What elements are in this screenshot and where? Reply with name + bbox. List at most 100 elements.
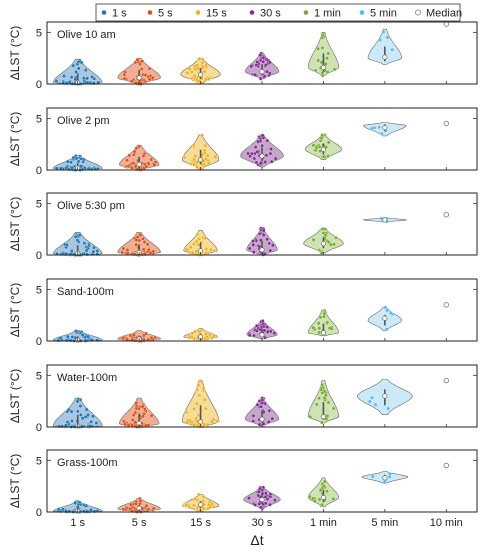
- data-point: [195, 160, 200, 165]
- data-point: [148, 250, 153, 255]
- data-point: [133, 420, 138, 425]
- data-point: [70, 419, 74, 423]
- data-point: [388, 311, 393, 315]
- data-point: [320, 382, 325, 387]
- data-point: [193, 154, 198, 158]
- data-point: [195, 165, 200, 169]
- data-point: [273, 156, 278, 161]
- data-point: [71, 155, 76, 160]
- legend-label: 1 s: [112, 8, 127, 20]
- data-point: [212, 248, 217, 253]
- panel-title: Olive 2 pm: [57, 115, 110, 127]
- data-point: [76, 66, 81, 71]
- data-point: [138, 499, 143, 503]
- violin-5-min: [367, 28, 403, 65]
- data-point: [79, 156, 84, 161]
- legend-marker: [101, 10, 107, 15]
- violin-5-min: [367, 305, 403, 332]
- data-point: [323, 233, 328, 238]
- data-point: [65, 334, 70, 339]
- data-point: [196, 413, 201, 418]
- data-point: [248, 154, 252, 159]
- data-point: [133, 164, 138, 169]
- data-point: [317, 497, 322, 502]
- panel: 0 5 ΔLST (°C) Water-100m: [8, 364, 478, 434]
- data-point: [382, 480, 387, 485]
- data-point: [379, 131, 384, 136]
- violin-5-min: [362, 216, 408, 224]
- y-tick-label: 0: [36, 336, 42, 348]
- data-point: [263, 335, 267, 340]
- data-point: [255, 402, 260, 407]
- panel: 0 5 ΔLST (°C) Olive 5:30 pm: [8, 192, 478, 262]
- data-point: [73, 329, 78, 333]
- data-point: [75, 238, 80, 243]
- data-point: [268, 60, 272, 65]
- data-point: [69, 75, 74, 79]
- violin-1-min: [303, 227, 344, 255]
- data-point: [273, 498, 277, 503]
- data-point: [316, 321, 321, 326]
- data-point: [188, 245, 193, 250]
- data-point: [145, 242, 150, 247]
- data-point: [94, 421, 99, 425]
- data-point: [81, 76, 86, 81]
- data-point: [74, 70, 78, 74]
- data-point: [191, 162, 196, 167]
- data-point: [190, 70, 194, 74]
- data-point: [56, 338, 61, 343]
- data-point: [187, 67, 192, 71]
- data-point: [311, 325, 316, 330]
- data-point: [314, 145, 319, 150]
- data-point: [265, 325, 270, 329]
- data-point: [194, 401, 199, 406]
- data-point: [192, 503, 196, 508]
- data-point: [54, 166, 59, 171]
- data-point: [257, 422, 262, 427]
- legend-entry: 15 s: [195, 8, 227, 20]
- data-point: [329, 242, 333, 247]
- y-tick-label: 0: [36, 165, 42, 177]
- data-point: [265, 237, 270, 242]
- legend-entry: 30 s: [249, 8, 281, 20]
- data-point: [134, 401, 139, 405]
- data-point: [390, 47, 395, 52]
- data-point: [332, 67, 337, 72]
- y-tick-label: 5: [36, 284, 42, 296]
- data-point: [320, 420, 324, 425]
- y-axis-label: ΔLST (°C): [8, 283, 22, 338]
- legend-marker: [303, 10, 309, 15]
- data-point: [320, 391, 325, 395]
- data-point: [320, 502, 324, 507]
- data-point: [67, 80, 72, 84]
- data-point: [54, 79, 59, 83]
- data-point: [201, 499, 206, 503]
- data-point: [260, 401, 265, 405]
- data-point: [69, 160, 73, 165]
- data-point: [195, 63, 200, 67]
- data-point: [267, 241, 272, 246]
- data-point: [326, 240, 331, 244]
- data-point: [191, 143, 196, 148]
- data-point: [327, 326, 332, 331]
- data-point: [201, 494, 206, 499]
- data-point: [75, 399, 80, 404]
- data-point: [139, 67, 144, 71]
- data-point: [80, 333, 85, 337]
- data-point: [261, 55, 266, 60]
- data-point: [215, 419, 219, 424]
- data-point: [120, 336, 125, 340]
- data-point: [149, 157, 154, 162]
- y-tick-label: 0: [36, 422, 42, 434]
- data-point: [193, 67, 198, 72]
- data-point: [258, 486, 262, 491]
- data-point: [259, 404, 263, 409]
- data-point: [268, 502, 272, 507]
- median-marker: [443, 377, 449, 384]
- data-point: [84, 503, 89, 508]
- data-point: [332, 242, 336, 247]
- data-point: [251, 419, 256, 423]
- data-point: [194, 239, 199, 244]
- data-point: [320, 46, 325, 50]
- median-marker: [382, 393, 388, 399]
